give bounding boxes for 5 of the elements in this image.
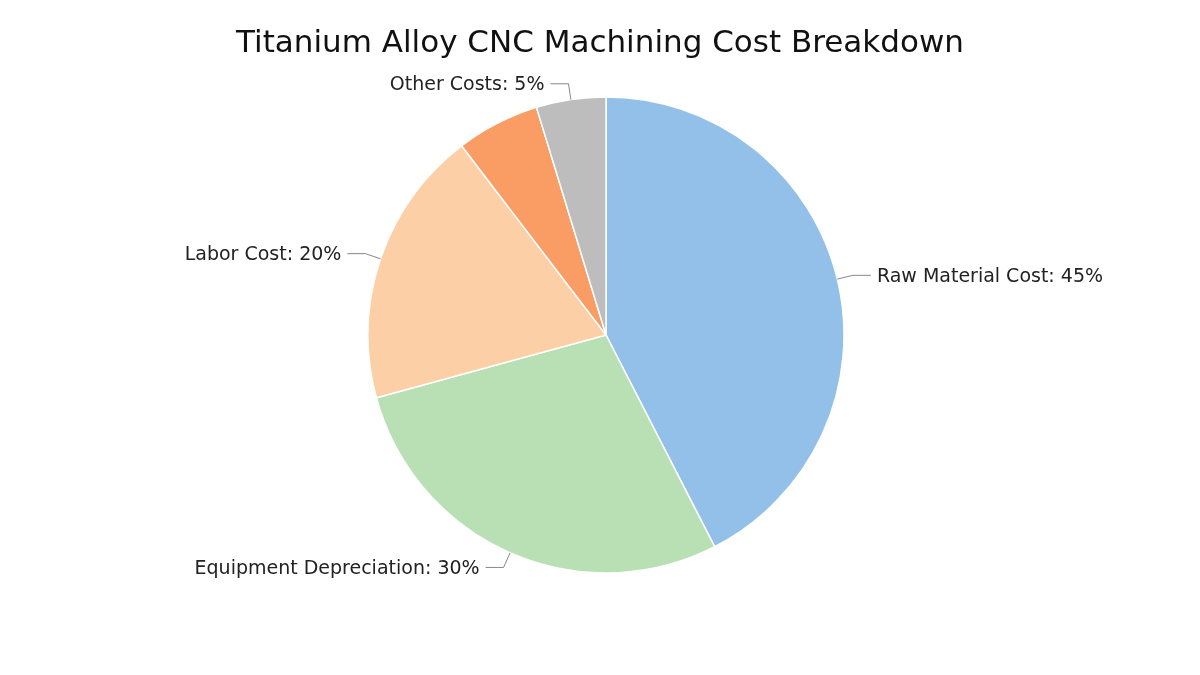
slice-label: Other Costs: 5% [389,72,545,95]
slice-label: Raw Material Cost: 45% [876,263,1104,286]
chart-title: Titanium Alloy CNC Machining Cost Breakdown [235,23,964,59]
slice-label: Labor Cost: 20% [184,242,342,265]
slice-label: Equipment Depreciation: 30% [194,556,480,579]
